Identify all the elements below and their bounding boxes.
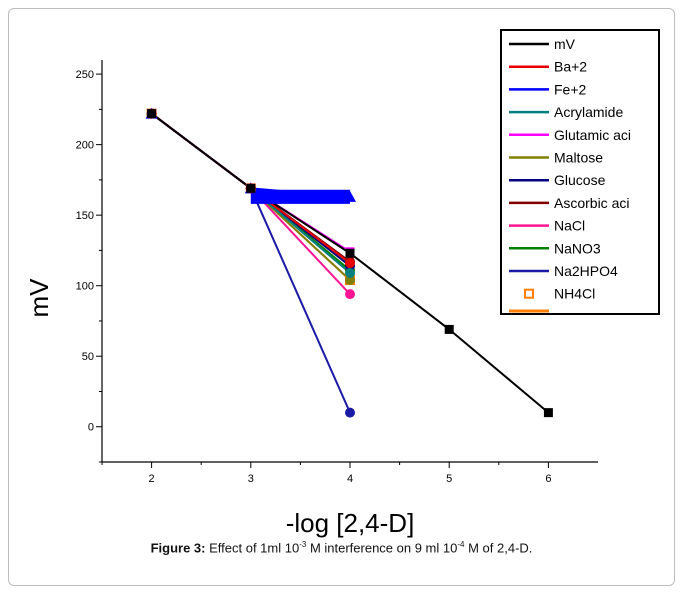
y-tick-label: 50 xyxy=(82,351,94,363)
legend-label: NaCl xyxy=(554,218,585,234)
data-point xyxy=(345,248,355,258)
x-tick-label: 4 xyxy=(347,473,353,485)
legend-label: Glutamic aci xyxy=(554,127,631,143)
caption-text-c: M of 2,4-D. xyxy=(464,540,533,556)
legend-label: NH4Cl xyxy=(554,286,595,302)
legend-label: mV xyxy=(554,36,576,52)
y-tick-label: 150 xyxy=(76,210,94,222)
data-point xyxy=(246,183,256,193)
data-point xyxy=(345,267,355,278)
legend-label: NaNO3 xyxy=(554,240,601,256)
data-point xyxy=(543,408,553,418)
y-axis-title: mV xyxy=(24,278,54,318)
legend-swatch xyxy=(524,288,534,299)
legend-label: Acrylamide xyxy=(554,104,623,120)
y-tick-label: 0 xyxy=(88,422,94,434)
data-point xyxy=(345,258,355,269)
data-point xyxy=(345,407,355,418)
legend-label: Na2HPO4 xyxy=(554,263,618,279)
x-tick-label: 5 xyxy=(446,473,452,485)
y-tick-label: 200 xyxy=(76,140,94,152)
x-tick-label: 6 xyxy=(545,473,551,485)
caption-label: Figure 3: xyxy=(150,540,206,556)
y-tick-label: 100 xyxy=(76,281,94,293)
data-point xyxy=(344,190,356,202)
x-axis-title: -log [2,4-D] xyxy=(286,508,415,538)
caption-sup-a: -3 xyxy=(299,540,307,549)
data-point xyxy=(147,109,157,119)
legend-label: Ba+2 xyxy=(554,59,587,75)
caption-sup-b: -4 xyxy=(457,540,465,549)
caption-text-a: Effect of 1ml 10 xyxy=(205,540,300,556)
data-point xyxy=(345,289,355,300)
caption-text-b: M interference on 9 ml 10 xyxy=(306,540,458,556)
y-tick-label: 250 xyxy=(76,69,94,81)
legend-label: Fe+2 xyxy=(554,81,587,97)
x-tick-label: 2 xyxy=(149,473,155,485)
legend-label: Maltose xyxy=(554,150,603,166)
legend-label: Ascorbic aci xyxy=(554,195,629,211)
data-point xyxy=(444,324,454,334)
legend-label: Glucose xyxy=(554,172,606,188)
data-point xyxy=(345,275,355,286)
figure-caption: Figure 3: Effect of 1ml 10-3 M interfere… xyxy=(0,540,683,555)
x-tick-label: 3 xyxy=(248,473,254,485)
legend-box xyxy=(500,29,660,315)
series-band xyxy=(250,189,350,204)
